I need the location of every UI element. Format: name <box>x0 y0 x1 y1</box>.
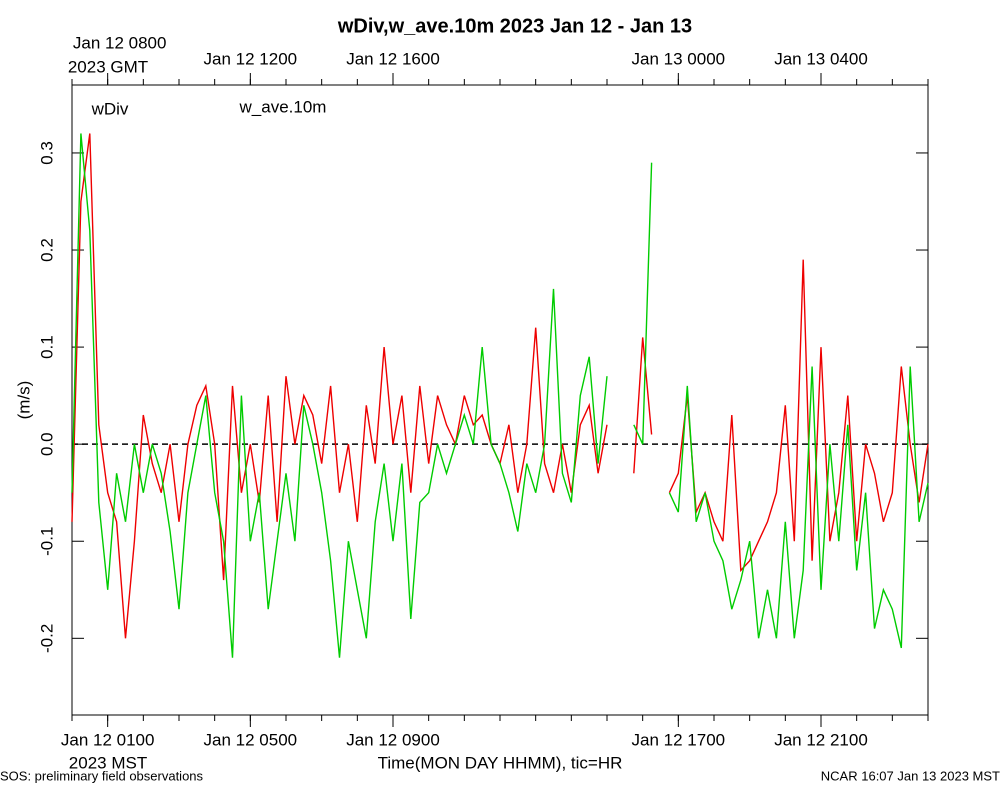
legend-label: w_ave.10m <box>239 97 327 116</box>
x2-tick-label: Jan 13 0000 <box>632 49 726 68</box>
y-tick-label: 0.0 <box>37 432 56 456</box>
y-tick-label: 0.3 <box>37 141 56 165</box>
x2-tick-label: Jan 12 0800 <box>73 33 167 52</box>
x-tick-label: Jan 12 1700 <box>632 730 726 749</box>
x-tick-label: Jan 12 2100 <box>774 730 868 749</box>
y-tick-label: -0.1 <box>37 527 56 556</box>
x2-tick-label: Jan 13 0400 <box>774 49 868 68</box>
x2-timezone-label: 2023 GMT <box>68 57 148 76</box>
x-tick-label: Jan 12 0100 <box>61 730 155 749</box>
x-timezone-label: 2023 MST <box>69 753 147 772</box>
y-tick-label: 0.2 <box>37 238 56 262</box>
x-axis-label: Time(MON DAY HHMM), tic=HR <box>378 753 623 772</box>
y-tick-label: -0.2 <box>37 624 56 653</box>
legend-label: wDiv <box>91 99 129 118</box>
chart-title: wDiv,w_ave.10m 2023 Jan 12 - Jan 13 <box>337 15 692 37</box>
series-line <box>71 133 929 658</box>
footer-left: SOS: preliminary field observations <box>0 768 204 783</box>
y-tick-label: 0.1 <box>37 335 56 359</box>
y-axis-label: (m/s) <box>14 381 33 420</box>
plot-frame <box>71 84 929 716</box>
x-tick-label: Jan 12 0900 <box>346 730 440 749</box>
x-tick-label: Jan 12 0500 <box>204 730 298 749</box>
footer-right: NCAR 16:07 Jan 13 2023 MST <box>821 768 1000 783</box>
x2-tick-label: Jan 12 1200 <box>204 49 298 68</box>
x2-tick-label: Jan 12 1600 <box>346 49 440 68</box>
series-line <box>71 133 929 639</box>
